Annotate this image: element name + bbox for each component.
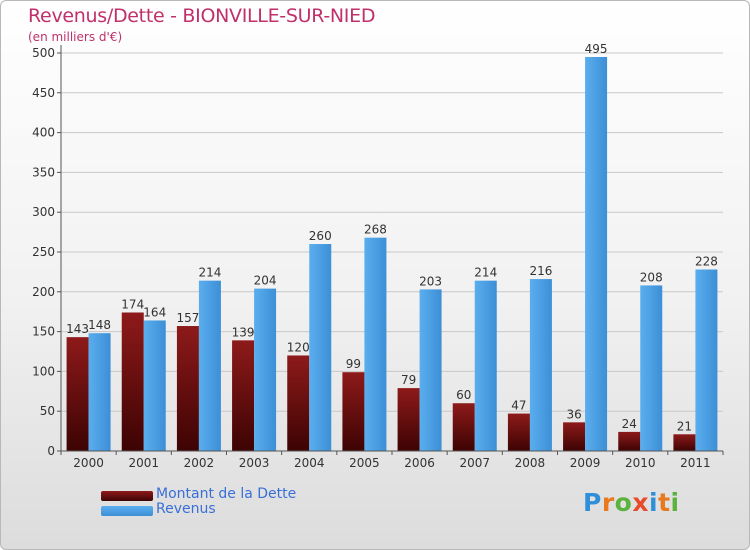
bar-dette <box>176 326 199 451</box>
data-label-dette: 36 <box>566 407 581 421</box>
y-tick-label: 50 <box>40 404 55 418</box>
x-tick-label: 2011 <box>680 456 711 470</box>
x-tick-label: 2003 <box>239 456 270 470</box>
x-tick-label: 2010 <box>625 456 656 470</box>
data-label-revenus: 260 <box>309 229 332 243</box>
data-label-dette: 60 <box>456 388 471 402</box>
logo-letter: x <box>632 488 649 517</box>
bar-dette <box>397 388 420 451</box>
x-tick-label: 2002 <box>184 456 215 470</box>
data-label-dette: 157 <box>176 311 199 325</box>
data-label-revenus: 203 <box>419 274 442 288</box>
x-tick-label: 2001 <box>128 456 159 470</box>
axes: 0 50 100 150 200 250 300 350 400 450 500 2000 2001 20… <box>32 45 724 470</box>
legend-swatch-dette <box>101 491 153 501</box>
bar-dette <box>66 337 89 451</box>
proxiti-logo: Proxiti <box>583 488 680 517</box>
x-tick-label: 2009 <box>570 456 601 470</box>
bar-revenus <box>585 56 608 451</box>
bar-dette <box>507 413 530 451</box>
logo-letter: r <box>601 488 615 517</box>
chart-subtitle: (en milliers d'€) <box>28 30 123 44</box>
bar-revenus <box>419 289 442 451</box>
legend-label-revenus: Revenus <box>156 501 216 517</box>
bar-revenus <box>254 288 277 451</box>
legend-swatch-revenus <box>101 506 153 516</box>
x-tick-label: 2005 <box>349 456 380 470</box>
data-label-dette: 143 <box>66 322 89 336</box>
bar-revenus <box>88 333 111 451</box>
bar-revenus <box>309 244 332 451</box>
bar-revenus <box>474 280 497 451</box>
y-tick-label: 300 <box>32 205 55 219</box>
data-label-revenus: 164 <box>143 305 166 319</box>
logo-letter: i <box>670 488 680 517</box>
bar-dette <box>342 372 365 451</box>
x-tick-label: 2006 <box>404 456 435 470</box>
x-tick-label: 2007 <box>459 456 490 470</box>
data-label-revenus: 214 <box>474 266 497 280</box>
data-label-dette: 174 <box>121 297 144 311</box>
y-tick-label: 100 <box>32 364 55 378</box>
data-label-revenus: 495 <box>585 42 608 56</box>
bar-revenus <box>364 237 387 451</box>
bar-revenus <box>143 320 166 451</box>
bar-revenus <box>640 285 663 451</box>
logo-letter: o <box>614 488 633 517</box>
bar-dette <box>452 403 475 451</box>
bar-dette <box>232 340 255 451</box>
bar-dette <box>287 355 310 451</box>
bar-dette <box>673 434 696 451</box>
y-tick-label: 0 <box>47 444 55 458</box>
y-tick-label: 450 <box>32 86 55 100</box>
bars <box>66 56 718 451</box>
data-label-revenus: 148 <box>88 318 111 332</box>
x-tick-label: 2000 <box>73 456 104 470</box>
data-label-revenus: 228 <box>695 255 718 269</box>
y-tick-label: 250 <box>32 245 55 259</box>
bar-revenus <box>198 280 221 451</box>
y-tick-label: 200 <box>32 285 55 299</box>
bar-dette <box>121 312 144 451</box>
y-tick-label: 150 <box>32 325 55 339</box>
y-tick-label: 400 <box>32 126 55 140</box>
data-label-dette: 139 <box>232 325 255 339</box>
x-tick-label: 2008 <box>515 456 546 470</box>
bar-revenus <box>695 269 718 451</box>
grid-lines <box>61 52 723 412</box>
chart-title: Revenus/Dette - BIONVILLE-SUR-NIED <box>28 5 376 27</box>
y-tick-label: 350 <box>32 165 55 179</box>
data-label-dette: 79 <box>401 373 416 387</box>
logo-letter: P <box>583 488 602 517</box>
data-label-revenus: 214 <box>198 266 221 280</box>
data-label-revenus: 208 <box>640 270 663 284</box>
data-label-revenus: 268 <box>364 223 387 237</box>
data-label-dette: 21 <box>677 419 692 433</box>
data-label-dette: 99 <box>346 357 361 371</box>
bar-dette <box>563 422 586 451</box>
logo-letter: t <box>658 488 671 517</box>
y-tick-label: 500 <box>32 46 55 60</box>
logo-letter: i <box>649 488 659 517</box>
data-label-revenus: 216 <box>529 264 552 278</box>
data-label-dette: 24 <box>622 417 637 431</box>
x-tick-label: 2004 <box>294 456 325 470</box>
data-label-dette: 120 <box>287 340 310 354</box>
data-label-revenus: 204 <box>254 274 277 288</box>
legend-label-dette: Montant de la Dette <box>156 486 297 502</box>
bar-dette <box>618 431 641 451</box>
bar-revenus <box>529 279 552 451</box>
data-label-dette: 47 <box>511 399 526 413</box>
